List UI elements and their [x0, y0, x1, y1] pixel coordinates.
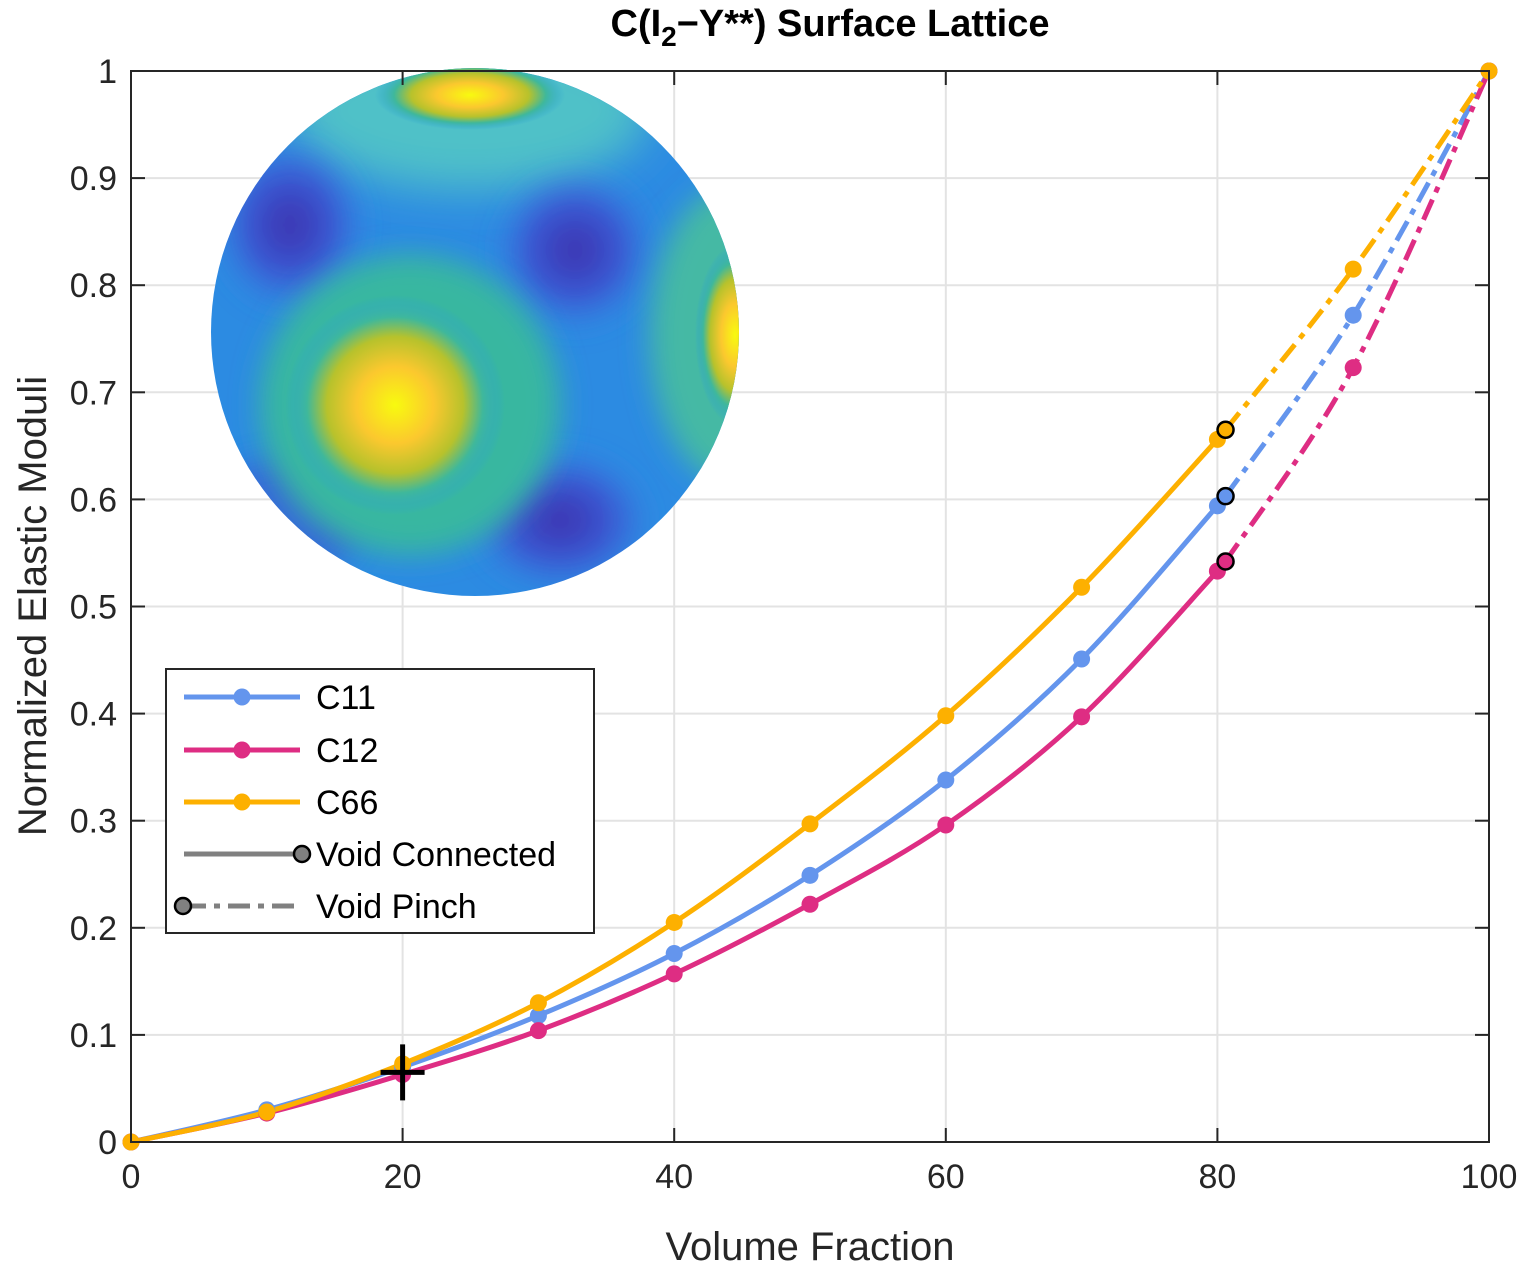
- transition-point-c66: [1216, 420, 1235, 440]
- data-point-c66: [1344, 260, 1362, 278]
- y-tick-label: 0.4: [70, 696, 117, 734]
- annotation-marker: [380, 1044, 425, 1101]
- legend-marker-c11: [233, 688, 251, 706]
- data-point-c12: [529, 1022, 547, 1040]
- data-point-c12: [801, 895, 819, 913]
- x-tick-label: 0: [122, 1158, 141, 1196]
- x-axis-title: Volume Fraction: [665, 1225, 954, 1264]
- y-tick-label: 1: [98, 53, 117, 91]
- data-point-c11: [529, 1007, 547, 1025]
- data-point-c66: [665, 913, 683, 931]
- data-point-c11: [801, 866, 819, 884]
- legend-label-void-pinch: Void Pinch: [316, 888, 477, 926]
- data-point-c66: [937, 707, 955, 725]
- transition-point-c12: [1216, 552, 1235, 571]
- y-tick-label: 0.9: [70, 160, 117, 198]
- data-point-c66: [258, 1103, 276, 1121]
- series-lines: [130, 69, 1492, 1145]
- legend-label-void-connected: Void Connected: [316, 836, 556, 874]
- legend-marker-void-connected: [292, 844, 312, 864]
- y-tick-label: 0.2: [70, 910, 117, 948]
- data-point-c12: [1073, 708, 1091, 726]
- legend-label-c66: C66: [316, 784, 378, 822]
- y-tick-label: 0.8: [70, 267, 117, 305]
- legend-label-c12: C12: [316, 732, 378, 770]
- chart-title: C(I2−Y**) Surface Lattice: [611, 3, 1050, 52]
- x-tick-label: 40: [655, 1158, 693, 1196]
- data-point-c66: [1073, 578, 1091, 596]
- legend-marker-void-pinch: [173, 896, 193, 916]
- data-point-c11: [1073, 650, 1091, 668]
- y-tick-label: 0: [98, 1124, 117, 1162]
- legend-marker-c12: [233, 741, 251, 759]
- x-tick-label: 20: [384, 1158, 422, 1196]
- data-point-c66: [529, 994, 547, 1012]
- y-tick-label: 0.7: [70, 374, 117, 412]
- x-tick-label: 60: [927, 1158, 965, 1196]
- axis-ticks: [130, 70, 1490, 1143]
- data-point-c11: [1344, 306, 1362, 324]
- data-point-c12: [1344, 359, 1362, 377]
- legend: C11 C12 C66 Void Connected Void Pinch: [165, 668, 595, 934]
- data-point-c11: [937, 771, 955, 789]
- data-point-c12: [937, 816, 955, 834]
- legend-marker-c66: [233, 793, 251, 811]
- y-tick-label: 0.1: [70, 1017, 117, 1055]
- data-point-c11: [665, 945, 683, 963]
- data-point-c12: [665, 965, 683, 983]
- y-tick-label: 0.6: [70, 481, 117, 519]
- y-tick-label: 0.3: [70, 803, 117, 841]
- tick-labels: 0 20 40 60 80 100 0 0.1 0.2 0.3 0.4 0.5 0.6 0.7 0.8 0.9…: [70, 53, 1518, 1196]
- x-tick-label: 100: [1461, 1158, 1518, 1196]
- transition-point-c11: [1216, 486, 1235, 506]
- legend-label-c11: C11: [316, 679, 376, 717]
- y-tick-label: 0.5: [70, 589, 117, 627]
- data-point-c66: [801, 815, 819, 833]
- sphere-surface-icon: [211, 68, 739, 596]
- series-line-c66-solid: [130, 422, 1233, 1145]
- y-axis-title: Normalized Elastic Moduli: [11, 376, 55, 836]
- x-tick-label: 80: [1198, 1158, 1236, 1196]
- series-line-c12-solid: [130, 554, 1233, 1145]
- series-line-c66-dashed: [1223, 69, 1492, 432]
